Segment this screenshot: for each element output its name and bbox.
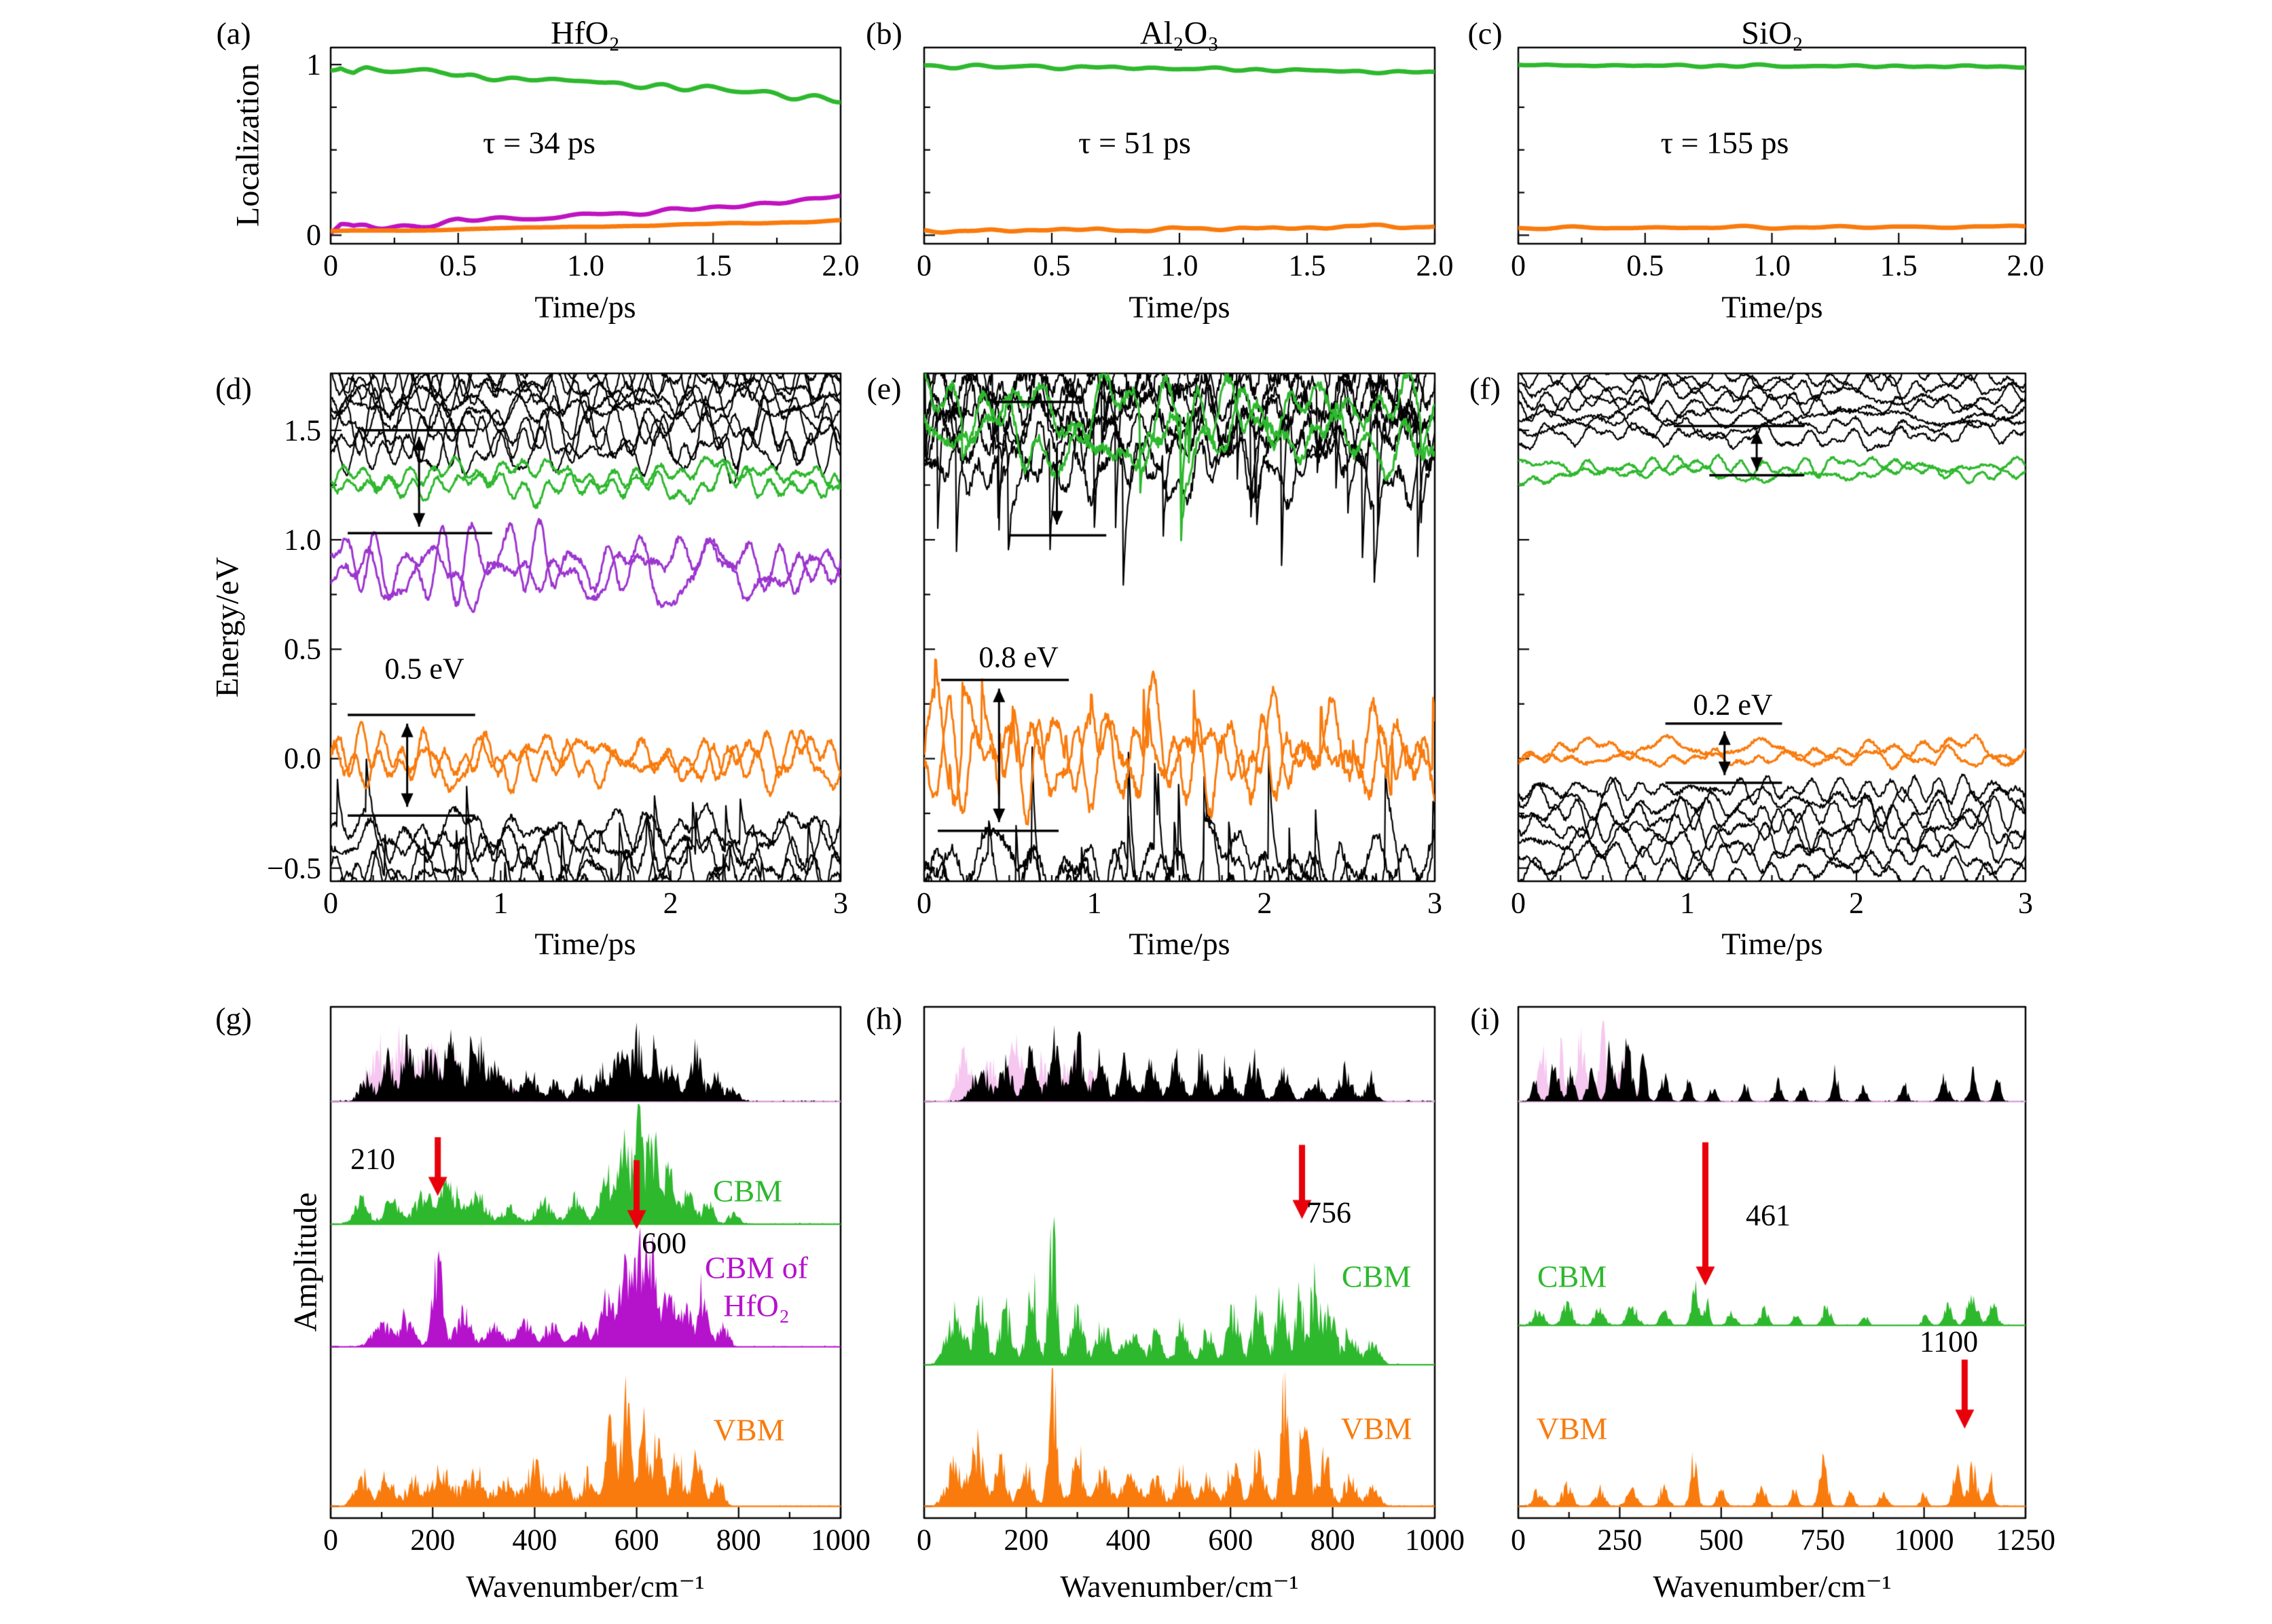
vbm-label-h: VBM bbox=[1340, 1411, 1412, 1446]
x-tick-label-b: 2.0 bbox=[1416, 248, 1454, 282]
x-tick-label-e: 0 bbox=[917, 886, 932, 920]
x-tick-label-a: 0.5 bbox=[439, 248, 477, 282]
gap-annotation-d: 0.5 eV bbox=[384, 652, 464, 686]
tau-annotation-al2o3: τ = 51 ps bbox=[1078, 125, 1191, 160]
x-tick-label-g: 200 bbox=[410, 1523, 456, 1557]
x-tick-label-i: 250 bbox=[1597, 1523, 1643, 1557]
y-axis-label-energy: Energy/eV bbox=[209, 557, 246, 698]
panel-letter-i: (i) bbox=[1470, 1001, 1500, 1036]
x-tick-label-g: 800 bbox=[716, 1523, 761, 1557]
gap-annotation-f: 0.2 eV bbox=[1693, 688, 1773, 722]
y-tick-label-d: 0.0 bbox=[284, 741, 321, 775]
panel-title-sio2: SiO₂ bbox=[1741, 15, 1803, 52]
cbm-label-h: CBM bbox=[1341, 1259, 1412, 1294]
x-axis-label-wavenumber-g: Wavenumber/cm⁻¹ bbox=[466, 1569, 705, 1604]
peak-label-600: 600 bbox=[642, 1226, 686, 1260]
peak-label-1100: 1100 bbox=[1919, 1325, 1979, 1359]
peak-label-461: 461 bbox=[1746, 1198, 1791, 1232]
x-tick-label-f: 2 bbox=[1849, 886, 1864, 920]
vbm-label-g: VBM bbox=[713, 1412, 785, 1447]
panel-letter-h: (h) bbox=[866, 1001, 902, 1036]
panel-letter-d: (d) bbox=[215, 371, 252, 406]
x-tick-label-f: 0 bbox=[1511, 886, 1526, 920]
x-tick-label-a: 1.5 bbox=[694, 248, 732, 282]
x-tick-label-e: 1 bbox=[1086, 886, 1102, 920]
x-tick-label-g: 400 bbox=[512, 1523, 557, 1557]
x-tick-label-b: 0.5 bbox=[1033, 248, 1071, 282]
x-tick-label-i: 500 bbox=[1698, 1523, 1744, 1557]
x-tick-label-h: 800 bbox=[1310, 1523, 1355, 1557]
x-tick-label-i: 0 bbox=[1511, 1523, 1526, 1557]
x-tick-label-a: 0 bbox=[323, 248, 338, 282]
x-tick-label-h: 200 bbox=[1004, 1523, 1049, 1557]
x-tick-label-c: 1.0 bbox=[1753, 248, 1791, 282]
x-tick-label-g: 0 bbox=[323, 1523, 338, 1557]
x-tick-label-h: 1000 bbox=[1405, 1523, 1465, 1557]
x-tick-label-d: 0 bbox=[323, 886, 338, 920]
x-tick-label-h: 0 bbox=[917, 1523, 932, 1557]
y-tick-label-d: 1.5 bbox=[284, 413, 321, 447]
y-tick-label-d: −0.5 bbox=[267, 851, 321, 885]
cbm-label-g: CBM bbox=[712, 1173, 783, 1208]
x-tick-label-a: 1.0 bbox=[567, 248, 604, 282]
x-tick-label-i: 1000 bbox=[1894, 1523, 1954, 1557]
panel-letter-g: (g) bbox=[215, 1001, 252, 1036]
x-tick-label-c: 2.0 bbox=[2007, 248, 2045, 282]
y-tick-label-d: 1.0 bbox=[284, 523, 321, 557]
x-tick-label-c: 0.5 bbox=[1626, 248, 1664, 282]
cbm-of-label-g: CBM of bbox=[704, 1250, 809, 1285]
x-tick-label-h: 400 bbox=[1105, 1523, 1151, 1557]
x-tick-label-h: 600 bbox=[1208, 1523, 1253, 1557]
x-tick-label-a: 2.0 bbox=[822, 248, 860, 282]
cbm-label-i: CBM bbox=[1537, 1259, 1607, 1294]
y-tick-label-a: 0 bbox=[306, 218, 321, 252]
y-tick-label-d: 0.5 bbox=[284, 632, 321, 666]
tau-annotation-sio2: τ = 155 ps bbox=[1660, 125, 1789, 160]
panel-letter-e: (e) bbox=[866, 371, 902, 406]
peak-label-210: 210 bbox=[350, 1142, 395, 1176]
x-tick-label-g: 600 bbox=[614, 1523, 659, 1557]
x-tick-label-c: 1.5 bbox=[1880, 248, 1918, 282]
tau-annotation-hfo2: τ = 34 ps bbox=[483, 125, 596, 160]
x-tick-label-i: 750 bbox=[1800, 1523, 1846, 1557]
x-tick-label-b: 0 bbox=[917, 248, 932, 282]
x-tick-label-e: 2 bbox=[1257, 886, 1272, 920]
x-axis-label-wavenumber-i: Wavenumber/cm⁻¹ bbox=[1653, 1569, 1892, 1604]
y-axis-label-localization: Localization bbox=[230, 64, 266, 227]
x-tick-label-d: 3 bbox=[833, 886, 848, 920]
x-axis-label-time-b: Time/ps bbox=[1129, 289, 1230, 325]
panel-letter-a: (a) bbox=[216, 16, 251, 51]
x-tick-label-g: 1000 bbox=[811, 1523, 871, 1557]
x-axis-label-time-e: Time/ps bbox=[1129, 926, 1230, 961]
x-axis-label-time-c: Time/ps bbox=[1721, 289, 1823, 325]
x-axis-label-wavenumber-h: Wavenumber/cm⁻¹ bbox=[1060, 1569, 1299, 1604]
x-tick-label-f: 1 bbox=[1680, 886, 1695, 920]
panel-title-hfo2: HfO₂ bbox=[550, 15, 621, 52]
x-tick-label-b: 1.5 bbox=[1288, 248, 1326, 282]
y-tick-label-a: 1 bbox=[306, 48, 321, 81]
panel-title-al2o3: Al₂O₃ bbox=[1139, 15, 1220, 52]
x-axis-label-time-a: Time/ps bbox=[534, 289, 636, 325]
peak-label-756: 756 bbox=[1306, 1196, 1351, 1230]
panel-letter-b: (b) bbox=[866, 16, 902, 51]
x-tick-label-i: 1250 bbox=[1996, 1523, 2055, 1557]
x-tick-label-e: 3 bbox=[1427, 886, 1442, 920]
x-tick-label-d: 1 bbox=[493, 886, 509, 920]
gap-annotation-e: 0.8 eV bbox=[978, 640, 1059, 674]
cbm-of-label-g2: HfO₂ bbox=[723, 1288, 790, 1323]
x-tick-label-d: 2 bbox=[663, 886, 678, 920]
panel-letter-f: (f) bbox=[1469, 371, 1501, 406]
x-axis-label-time-f: Time/ps bbox=[1721, 926, 1823, 961]
vbm-label-i: VBM bbox=[1536, 1411, 1608, 1446]
x-tick-label-f: 3 bbox=[2018, 886, 2033, 920]
x-axis-label-time-d: Time/ps bbox=[534, 926, 636, 961]
x-tick-label-b: 1.0 bbox=[1160, 248, 1198, 282]
panel-letter-c: (c) bbox=[1467, 16, 1503, 51]
y-axis-label-amplitude: Amplitude bbox=[287, 1192, 324, 1332]
x-tick-label-c: 0 bbox=[1511, 248, 1526, 282]
